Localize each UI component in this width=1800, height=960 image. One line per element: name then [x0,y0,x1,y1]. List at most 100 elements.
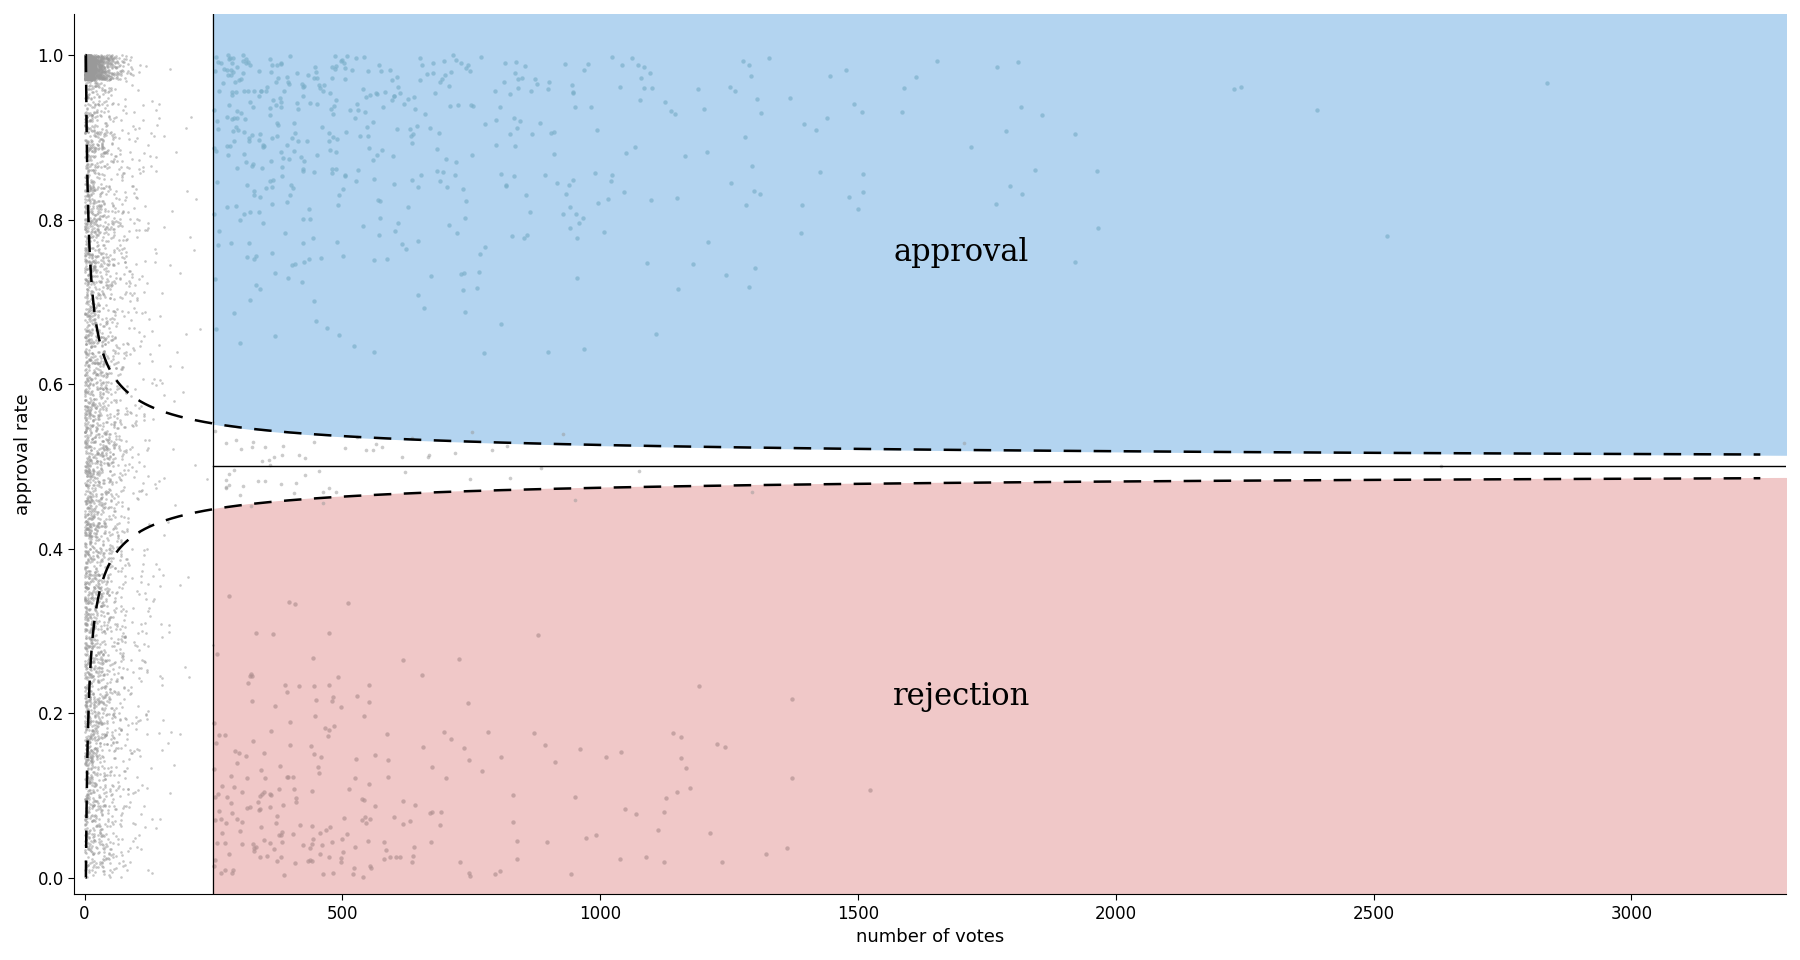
Point [99,861,128,876]
Point [86,384,115,399]
Point [79,822,108,837]
Point [85,287,113,302]
Point [83,105,112,120]
Point [79,506,108,521]
Point [94,109,122,125]
Point [77,49,106,64]
Point [72,284,101,300]
Point [76,836,104,852]
Point [106,807,135,823]
Point [81,658,110,673]
Point [85,516,113,531]
Point [74,66,103,82]
Point [72,244,101,259]
Point [85,355,113,371]
Point [72,68,101,84]
Point [92,51,121,66]
Point [85,141,113,156]
Point [77,247,106,262]
Point [79,510,108,525]
Point [70,725,99,740]
Point [86,49,115,64]
Point [77,64,106,80]
Point [511,59,540,74]
Point [79,224,108,239]
Point [509,230,538,246]
Point [77,53,106,68]
Point [85,63,113,79]
Point [99,198,128,213]
Point [74,740,103,756]
Point [72,62,101,78]
Point [225,335,254,350]
Point [117,652,146,667]
Point [74,168,103,183]
Point [94,485,122,500]
Point [374,62,403,78]
Point [72,48,101,63]
Point [76,474,104,490]
Point [74,55,103,70]
Point [76,240,104,255]
Point [106,845,135,860]
Point [83,291,112,306]
Point [77,449,106,465]
Point [148,670,176,685]
Point [92,58,121,73]
Point [77,55,106,70]
Point [72,87,101,103]
Point [83,421,112,437]
Point [74,53,103,68]
Point [77,67,106,83]
Point [365,210,394,226]
Point [77,751,106,766]
Point [72,70,101,85]
Point [121,277,149,293]
Point [86,359,115,374]
Point [88,54,117,69]
Point [86,856,115,872]
Point [149,388,178,403]
Point [86,275,115,290]
Point [101,304,130,320]
Point [293,202,322,217]
Point [70,577,99,592]
Point [103,618,131,634]
Point [290,212,319,228]
Point [85,580,113,595]
Point [70,60,99,75]
Point [76,782,104,798]
Point [119,179,148,194]
Point [149,712,178,728]
Point [92,694,121,709]
Point [79,302,108,318]
Point [101,355,130,371]
Point [257,180,286,195]
Point [74,71,103,86]
Point [99,467,128,482]
Point [83,713,112,729]
Point [72,704,101,719]
Point [74,56,103,71]
Point [88,547,117,563]
Point [283,790,311,805]
Point [94,803,122,818]
Point [86,55,115,70]
Point [76,137,104,153]
Point [79,441,108,456]
Point [74,70,103,85]
Point [290,163,319,179]
Point [72,61,101,77]
Point [76,486,104,501]
Point [99,708,128,724]
Point [74,351,103,367]
Point [85,492,113,508]
Point [83,742,112,757]
Point [86,75,115,90]
Point [103,406,131,421]
Point [74,213,103,228]
Point [72,320,101,335]
Point [76,141,104,156]
Point [76,55,104,70]
Point [88,538,117,553]
